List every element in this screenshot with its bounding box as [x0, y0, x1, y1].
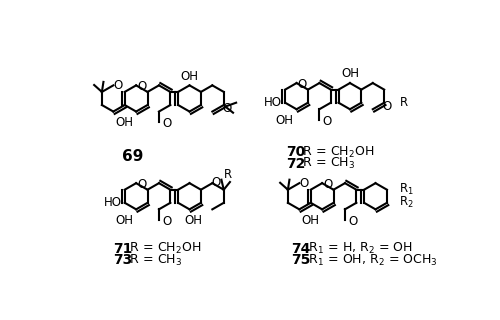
Text: OH: OH: [301, 214, 319, 227]
Text: R$_1$: R$_1$: [400, 182, 414, 197]
Text: R$_1$ = H, R$_2$ = OH: R$_1$ = H, R$_2$ = OH: [305, 241, 412, 256]
Text: O: O: [300, 177, 308, 190]
Text: O: O: [212, 176, 221, 189]
Text: R$_2$: R$_2$: [400, 195, 414, 210]
Text: 74: 74: [291, 242, 310, 256]
Text: O: O: [323, 178, 332, 191]
Text: OH: OH: [341, 67, 359, 80]
Text: R: R: [224, 168, 232, 181]
Text: O: O: [222, 102, 232, 115]
Text: 71: 71: [113, 242, 132, 256]
Text: OH: OH: [115, 214, 133, 227]
Text: O: O: [162, 215, 172, 228]
Text: OH: OH: [180, 70, 198, 83]
Text: O: O: [322, 115, 332, 128]
Text: HO: HO: [104, 196, 122, 209]
Text: OH: OH: [115, 116, 133, 129]
Text: O: O: [137, 80, 146, 93]
Text: O: O: [382, 100, 392, 113]
Text: 70: 70: [286, 145, 305, 159]
Text: R = CH$_2$OH: R = CH$_2$OH: [299, 145, 374, 160]
Text: O: O: [162, 117, 172, 130]
Text: OH: OH: [184, 214, 202, 227]
Text: OH: OH: [276, 114, 293, 126]
Text: HO: HO: [264, 96, 282, 109]
Text: 75: 75: [291, 253, 310, 267]
Text: R = CH$_3$: R = CH$_3$: [126, 252, 182, 268]
Text: 73: 73: [113, 253, 132, 267]
Text: O: O: [348, 215, 358, 228]
Text: 72: 72: [286, 157, 305, 171]
Text: O: O: [114, 79, 122, 92]
Text: O: O: [298, 77, 307, 91]
Text: R = CH$_2$OH: R = CH$_2$OH: [126, 241, 202, 256]
Text: R$_1$ = OH, R$_2$ = OCH$_3$: R$_1$ = OH, R$_2$ = OCH$_3$: [305, 252, 438, 268]
Text: R = CH$_3$: R = CH$_3$: [299, 156, 355, 172]
Text: O: O: [137, 178, 146, 191]
Text: 69: 69: [122, 149, 143, 164]
Text: R: R: [400, 96, 408, 109]
